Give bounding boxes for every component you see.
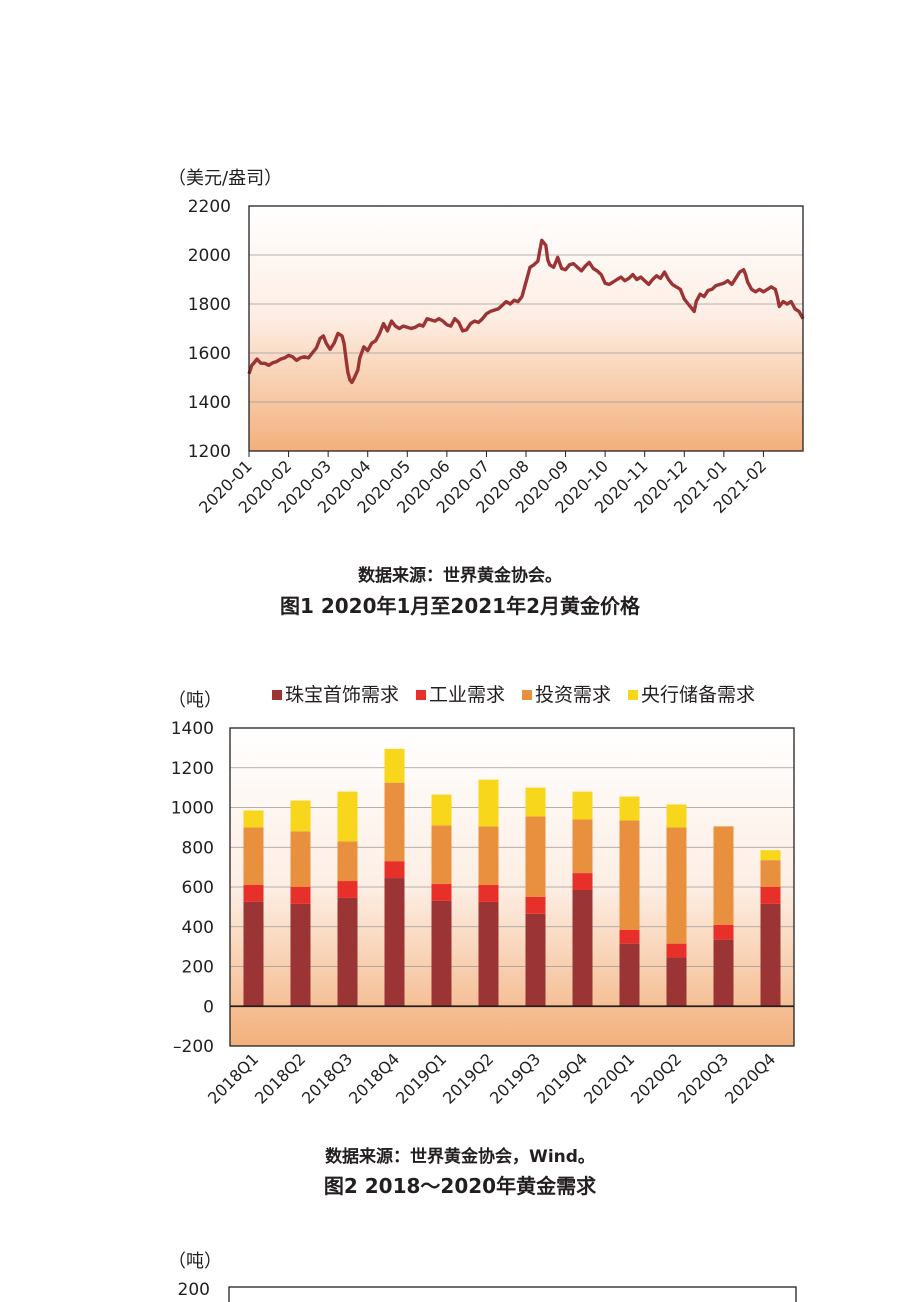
legend-swatch [522, 690, 532, 700]
bar-segment [619, 929, 640, 944]
bar-segment [760, 887, 781, 904]
legend-label: 投资需求 [535, 684, 611, 706]
figure1-title: 图1 2020年1月至2021年2月黄金价格 [279, 594, 641, 618]
figure2-source: 数据来源：世界黄金协会，Wind。 [325, 1147, 595, 1167]
bar-segment [290, 903, 311, 1007]
legend-label: 珠宝首饰需求 [285, 684, 399, 706]
bar-segment [666, 827, 687, 944]
gold-price-line [247, 238, 805, 385]
bar-segment [525, 816, 546, 897]
legend-label: 央行储备需求 [641, 684, 755, 706]
y-unit-label: （美元/盎司） [168, 168, 282, 189]
bar-segment [337, 897, 358, 1007]
bar-segment [431, 794, 452, 826]
bar-segment [666, 943, 687, 958]
legend-label: 工业需求 [429, 684, 505, 706]
y-tick-label: 600 [182, 878, 214, 898]
bar-segment [525, 787, 546, 817]
bar-segment [431, 825, 452, 885]
y-unit-label: （吨） [168, 1251, 222, 1272]
y-tick-label: 800 [182, 838, 214, 858]
y-unit-label: （吨） [168, 690, 222, 711]
figure3-chart: （吨） 200 [168, 1251, 797, 1302]
bar-segment [478, 885, 499, 902]
bar-segment [384, 782, 405, 862]
bar-segment [619, 820, 640, 930]
x-tick-label: 2019Q4 [533, 1049, 591, 1107]
y-tick-label: –200 [173, 1037, 214, 1057]
bar-segment [243, 810, 264, 828]
bar-segment [713, 826, 734, 925]
bar-segment [337, 881, 358, 898]
bar-segment [760, 903, 781, 1007]
bar-segment [478, 779, 499, 827]
plot-frame [248, 205, 804, 452]
bar-segment [243, 827, 264, 886]
y-tick-label: 0 [203, 997, 214, 1017]
figure2-title: 图2 2018～2020年黄金需求 [323, 1174, 597, 1198]
y-tick-label: 2000 [188, 246, 231, 266]
plot-frame [229, 727, 795, 1047]
bar-segment [525, 896, 546, 914]
bar-segment [337, 791, 358, 842]
plot-area [249, 206, 803, 451]
x-tick-label: 2020Q4 [721, 1049, 779, 1107]
y-tick-label: 400 [182, 918, 214, 938]
legend-swatch [628, 690, 638, 700]
bar-segment [384, 748, 405, 783]
bar-segment [713, 924, 734, 940]
legend: 珠宝首饰需求 工业需求 投资需求 央行储备需求 [272, 684, 755, 706]
y-tick-label: 1600 [188, 344, 231, 364]
bar-segment [713, 939, 734, 1007]
y-tick-label: 1000 [171, 799, 214, 819]
bar-segment [478, 826, 499, 886]
bar-segment [572, 819, 593, 874]
bar-segment [760, 850, 781, 861]
figure1-source: 数据来源：世界黄金协会。 [358, 566, 562, 586]
legend-swatch [416, 690, 426, 700]
bar-segment [431, 884, 452, 901]
y-tick-label: 200 [182, 958, 214, 978]
bar-segment [572, 791, 593, 820]
x-tick-label: 2019Q3 [486, 1049, 544, 1107]
bar-segment [337, 841, 358, 882]
bar-segment [384, 878, 405, 1007]
bar-segment [619, 943, 640, 1007]
bar-segment [290, 887, 311, 904]
bar-segment [572, 889, 593, 1007]
bar-segment [525, 913, 546, 1007]
legend-swatch [272, 690, 282, 700]
y-tick-label: 1200 [188, 442, 231, 462]
bar-segment [666, 957, 687, 1007]
y-tick-label: 1200 [171, 759, 214, 779]
x-tick-label: 2018Q2 [251, 1049, 309, 1107]
x-tick-label: 2019Q2 [439, 1049, 497, 1107]
bar-segment [290, 800, 311, 832]
x-tick-label: 2020Q3 [674, 1049, 732, 1107]
bar-segment [666, 804, 687, 828]
bar-segment [478, 901, 499, 1007]
bar-segment [243, 901, 264, 1007]
y-tick-label: 1400 [188, 393, 231, 413]
bar-segment [431, 900, 452, 1007]
bar-segment [384, 861, 405, 879]
bar-segment [243, 885, 264, 902]
y-tick-label: 2200 [188, 197, 231, 217]
x-tick-label: 2020Q2 [627, 1049, 685, 1107]
bar-segment [572, 873, 593, 890]
x-tick-label: 2018Q3 [298, 1049, 356, 1107]
bar-segment [760, 860, 781, 887]
x-tick-label: 2020Q1 [580, 1049, 638, 1107]
bar-segment [290, 831, 311, 887]
y-tick-label: 200 [178, 1280, 210, 1300]
plot-frame [228, 1286, 797, 1302]
x-tick-label: 2019Q1 [392, 1049, 450, 1107]
y-tick-label: 1800 [188, 295, 231, 315]
bar-segment [619, 796, 640, 821]
figure2-chart: （吨） 珠宝首饰需求 工业需求 投资需求 央行储备需求 –200 0 200 400 600 8… [168, 684, 795, 1108]
x-tick-label: 2018Q4 [345, 1049, 403, 1107]
y-tick-label: 1400 [171, 719, 214, 739]
x-tick-label: 2018Q1 [204, 1049, 262, 1107]
